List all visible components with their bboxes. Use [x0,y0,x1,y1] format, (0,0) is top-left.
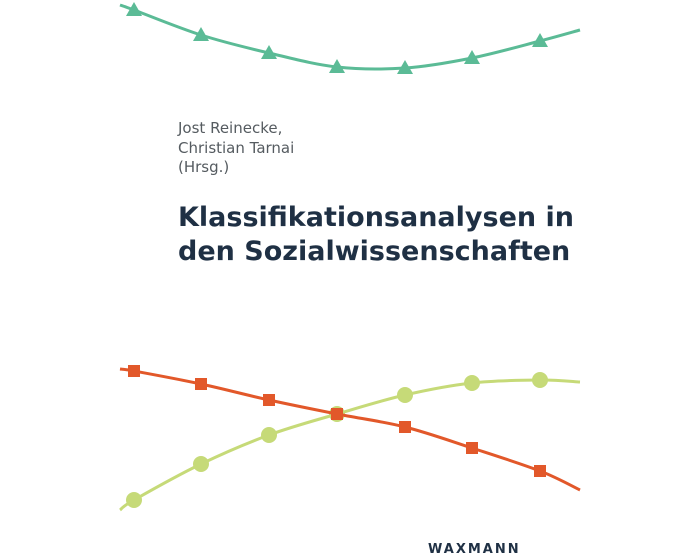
decorative-marker [195,378,207,390]
decorative-marker [397,387,413,403]
author: Jost Reinecke, [177,119,282,137]
decorative-marker [193,27,209,41]
decorative-marker [128,365,140,377]
decorative-marker [331,408,343,420]
author: Christian Tarnai [178,139,294,157]
editor-note: (Hrsg.) [178,158,229,176]
decorative-marker [464,50,480,64]
decorative-marker [329,59,345,73]
decorative-marker [532,372,548,388]
decoration [119,2,581,512]
decorative-marker [466,442,478,454]
decorative-marker [532,33,548,47]
decorative-marker [399,421,411,433]
publisher: WAXMANN [428,542,521,557]
decorative-marker [193,456,209,472]
decorative-marker [397,60,413,74]
title-line: den Sozialwissenschaften [178,236,570,267]
decorative-marker [261,427,277,443]
decorative-marker [126,492,142,508]
title-line: Klassifikationsanalysen in [178,202,574,233]
decorative-marker [464,375,480,391]
decorative-marker [261,45,277,59]
decorative-marker [126,2,142,16]
decorative-marker [534,465,546,477]
decorative-marker [263,394,275,406]
